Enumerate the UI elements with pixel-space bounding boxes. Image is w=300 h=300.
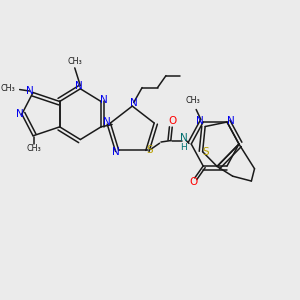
Text: CH₃: CH₃ [0,84,15,93]
Text: N: N [75,81,83,92]
Text: S: S [146,146,152,155]
Text: CH₃: CH₃ [26,144,41,153]
Text: N: N [103,116,111,127]
Text: S: S [203,147,209,157]
Text: O: O [168,116,176,126]
Text: H: H [181,142,188,152]
Text: N: N [16,109,23,119]
Text: N: N [26,86,34,96]
Text: CH₃: CH₃ [68,57,82,66]
Text: N: N [112,147,119,157]
Text: CH₃: CH₃ [186,96,201,105]
Text: N: N [130,98,138,107]
Text: N: N [196,116,204,126]
Text: N: N [226,116,234,126]
Text: O: O [189,177,197,188]
Text: N: N [180,133,187,143]
Text: N: N [100,95,108,105]
